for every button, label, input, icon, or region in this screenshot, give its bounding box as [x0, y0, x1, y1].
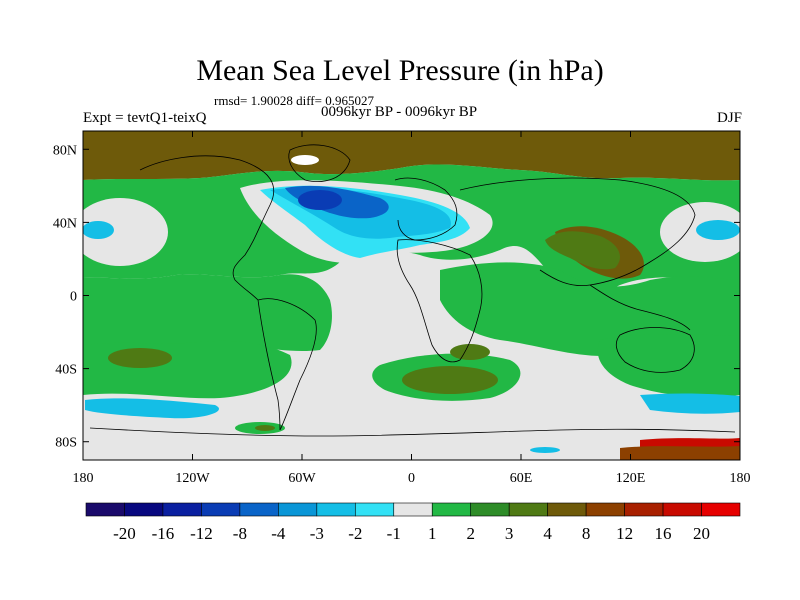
colorbar-swatch [393, 502, 433, 517]
colorbar: -20 -16 -12 -8 -4 -3 -2 -1 1 2 3 4 8 12 16 20 [85, 502, 741, 543]
lat-tick-label: 0 [70, 290, 77, 305]
colorbar-label: -2 [348, 524, 362, 543]
season-label: DJF [716, 110, 742, 126]
colorbar-swatch [701, 502, 741, 517]
coastlines [89, 144, 736, 437]
colorbar-label: -4 [271, 524, 286, 543]
colorbar-label: 4 [543, 524, 552, 543]
pacific-neutral-west [83, 198, 168, 266]
greenland-coast [288, 144, 351, 182]
southern-ocean-low-west [85, 398, 219, 419]
madagascar-high [450, 344, 490, 360]
colorbar-label: 1 [428, 524, 437, 543]
lon-tick-label: 60E [510, 471, 533, 486]
pacific-low-east [696, 220, 740, 240]
antarctica-coast [89, 427, 736, 437]
southern-ocean-low-east [640, 393, 740, 414]
antarctic-high-patch [255, 425, 275, 431]
colorbar-label: 12 [616, 524, 633, 543]
latitude-ticks: 80N 40N 0 40S 80S [53, 143, 740, 451]
colorbar-label: 8 [582, 524, 591, 543]
lon-tick-label: 120W [175, 471, 210, 486]
europe-coast [394, 177, 458, 241]
lon-tick-label: 120E [616, 471, 646, 486]
colorbar-swatch [354, 502, 395, 517]
colorbar-label: 2 [466, 524, 475, 543]
lon-tick-label: 0 [408, 471, 415, 486]
lon-tick-label: 180 [730, 471, 751, 486]
colorbar-label: -8 [233, 524, 247, 543]
southeast-asia-coast [589, 284, 691, 331]
colorbar-swatch [431, 502, 472, 517]
colorbar-label: 3 [505, 524, 514, 543]
lat-tick-label: 80N [53, 143, 77, 158]
lat-tick-label: 40N [53, 216, 77, 231]
colorbar-label: 16 [655, 524, 672, 543]
colorbar-swatch [624, 502, 664, 517]
colorbar-label: -20 [113, 524, 136, 543]
south-america-coast [257, 298, 317, 431]
arctic-high-band [83, 131, 740, 181]
colorbar-swatch [508, 502, 548, 517]
colorbar-swatch [239, 502, 279, 517]
antarctic-brown-edge [620, 446, 740, 460]
lat-tick-label: 80S [55, 436, 77, 451]
colorbar-swatch [201, 502, 241, 517]
colorbar-label: -1 [387, 524, 401, 543]
colorbar-swatch [124, 502, 164, 517]
asia-darkgreen [545, 231, 620, 270]
pacific-low-west [83, 221, 114, 239]
south-pacific-high [108, 348, 172, 368]
map-field [83, 131, 740, 460]
lon-tick-label: 60W [288, 471, 316, 486]
experiment-label: Expt = tevtQ1-teixQ [83, 110, 207, 126]
asia-coast [459, 177, 696, 287]
longitude-ticks: 180 120W 60W 0 60E 120E 180 [73, 131, 751, 486]
colorbar-swatch [662, 502, 702, 517]
north-atlantic-low-deep [298, 190, 342, 210]
indian-pacific-green [440, 262, 740, 357]
tropical-green-belt [83, 274, 332, 352]
period-label: 0096kyr BP - 0096kyr BP [321, 104, 478, 120]
north-america-coast [139, 155, 275, 301]
lat-tick-label: 40S [55, 363, 77, 378]
lon-tick-label: 180 [73, 471, 94, 486]
colorbar-swatch [547, 502, 587, 517]
south-indian-green [597, 334, 740, 397]
antarctic-low-patch [530, 447, 560, 453]
rmsd-diff-stats: rmsd= 1.90028 diff= 0.965027 [214, 93, 374, 108]
colorbar-label: -3 [310, 524, 324, 543]
africa-coast [396, 239, 483, 363]
map-title: Mean Sea Level Pressure (in hPa) [196, 54, 604, 87]
colorbar-swatch [278, 502, 318, 517]
colorbar-label: 20 [693, 524, 710, 543]
colorbar-label: -16 [152, 524, 175, 543]
south-america-west [257, 299, 281, 431]
colorbar-swatch [585, 502, 625, 517]
australia-coast [615, 327, 695, 373]
colorbar-swatch [470, 502, 510, 517]
south-atlantic-high [402, 366, 498, 394]
colorbar-swatch [162, 502, 202, 517]
colorbar-swatch [85, 502, 125, 517]
colorbar-label: -12 [190, 524, 213, 543]
south-green-belt [83, 340, 292, 399]
colorbar-swatch [316, 502, 356, 517]
greenland-spot [291, 155, 319, 165]
